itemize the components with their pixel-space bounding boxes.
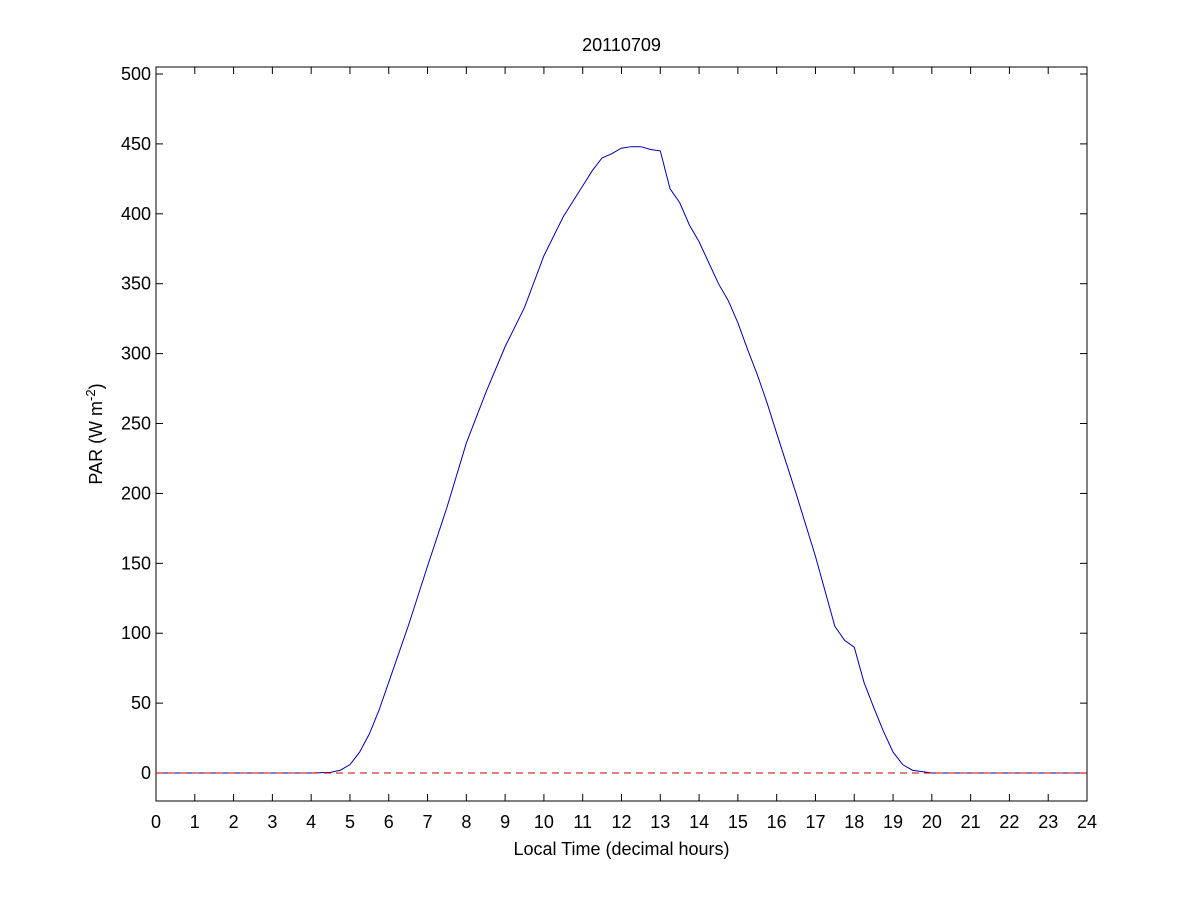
plot-area xyxy=(155,66,1088,802)
y-axis-label: PAR (W m-2) xyxy=(83,383,106,484)
x-tick-label: 15 xyxy=(728,812,748,832)
y-axis: 0 50 100 150 200 250 300 350 400 450 500 xyxy=(121,64,1087,783)
x-tick-label: 16 xyxy=(767,812,787,832)
x-tick-label: 21 xyxy=(961,812,981,832)
x-tick-label: 8 xyxy=(461,812,471,832)
x-tick-label: 2 xyxy=(229,812,239,832)
y-axis-label-superscript: -2 xyxy=(83,389,98,401)
x-tick-label: 4 xyxy=(306,812,316,832)
x-tick-label: 11 xyxy=(573,812,592,832)
x-tick-label: 23 xyxy=(1038,812,1058,832)
series-layer xyxy=(156,146,1087,774)
y-axis-label-main: PAR (W m xyxy=(86,401,106,485)
x-tick-label: 19 xyxy=(883,812,903,832)
x-tick-label: 0 xyxy=(151,812,161,832)
y-tick-label: 0 xyxy=(141,763,151,783)
x-tick-label: 12 xyxy=(611,812,631,832)
x-axis: 0 1 2 3 4 5 6 7 8 9 10 11 12 13 14 15 16 17 18 19 20 21 22 23 24 xyxy=(151,67,1097,832)
y-tick-label: 450 xyxy=(121,134,151,154)
y-tick-label: 400 xyxy=(121,204,151,224)
y-tick-label: 50 xyxy=(131,693,151,713)
x-tick-label: 20 xyxy=(922,812,942,832)
y-tick-label: 150 xyxy=(121,553,151,573)
y-tick-label: 300 xyxy=(121,344,151,364)
x-tick-label: 1 xyxy=(190,812,200,832)
x-tick-label: 9 xyxy=(500,812,510,832)
x-tick-label: 3 xyxy=(267,812,277,832)
x-tick-label: 24 xyxy=(1077,812,1097,832)
y-tick-label: 350 xyxy=(121,274,151,294)
y-tick-label: 200 xyxy=(121,483,151,503)
x-tick-label: 18 xyxy=(844,812,864,832)
chart-title: 20110709 xyxy=(582,35,661,55)
y-tick-label: 500 xyxy=(121,64,151,84)
y-tick-label: 250 xyxy=(121,414,151,434)
x-tick-label: 22 xyxy=(999,812,1019,832)
x-tick-label: 6 xyxy=(384,812,394,832)
x-tick-label: 5 xyxy=(345,812,355,832)
x-tick-label: 17 xyxy=(805,812,825,832)
x-tick-label: 13 xyxy=(650,812,670,832)
y-tick-label: 100 xyxy=(121,623,151,643)
y-axis-label-close: ) xyxy=(86,383,106,389)
x-tick-label: 7 xyxy=(423,812,433,832)
x-tick-label: 14 xyxy=(689,812,709,832)
x-tick-label: 10 xyxy=(534,812,554,832)
x-axis-label: Local Time (decimal hours) xyxy=(513,839,729,859)
par-series-line xyxy=(156,146,1087,774)
